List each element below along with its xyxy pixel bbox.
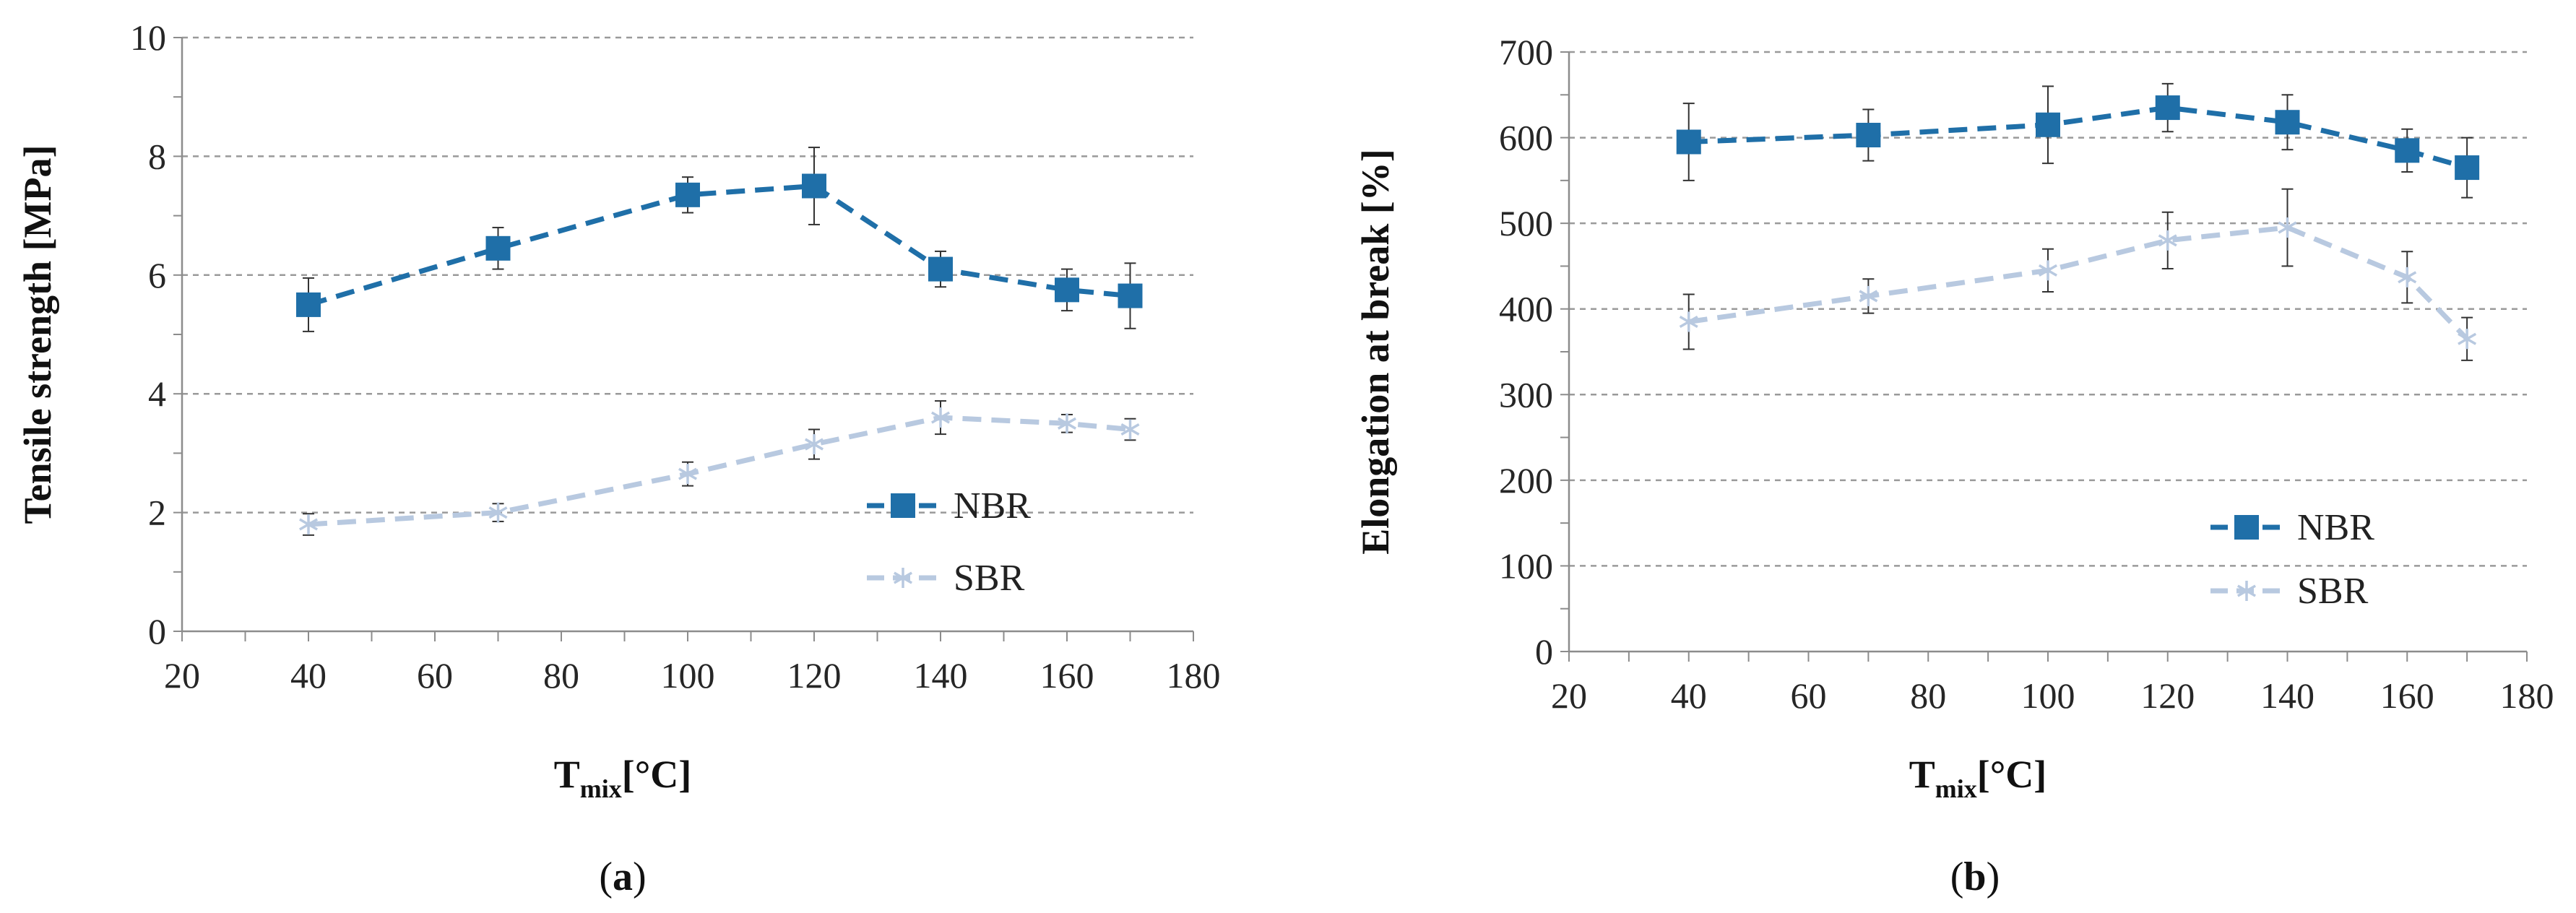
marker-square — [2234, 515, 2259, 540]
y-tick-label: 4 — [148, 373, 166, 414]
marker-square — [296, 292, 321, 317]
marker-asterisk-stroke — [2237, 584, 2256, 597]
marker-square — [485, 235, 511, 261]
marker-square — [2395, 138, 2420, 163]
marker-square — [891, 493, 915, 518]
marker-asterisk-stroke — [1679, 315, 1698, 329]
series-sbr — [299, 400, 1140, 536]
x-tick-label: 20 — [1551, 675, 1587, 716]
x-tick-label: 100 — [661, 655, 715, 696]
legend-label: NBR — [954, 485, 1031, 527]
series-line-sbr — [1688, 225, 2469, 341]
marker-square — [2455, 155, 2480, 181]
y-tick-label: 300 — [1499, 374, 1553, 415]
legend-label: SBR — [2297, 571, 2369, 612]
marker-asterisk-stroke — [1859, 290, 1878, 303]
marker-square — [1676, 129, 1701, 155]
marker-asterisk-stroke — [1058, 417, 1076, 430]
marker-square — [802, 173, 826, 199]
x-tick-label: 180 — [1167, 655, 1221, 696]
y-tick-label: 400 — [1499, 289, 1553, 329]
x-tick-label: 160 — [2380, 675, 2434, 716]
marker-asterisk-stroke — [2458, 332, 2477, 345]
x-tick-label: 140 — [914, 655, 968, 696]
x-tick-label: 80 — [1910, 675, 1946, 716]
x-tick-label: 20 — [164, 655, 200, 696]
legend-label: SBR — [954, 558, 1025, 599]
marker-asterisk-stroke — [805, 438, 824, 451]
series-nbr — [1676, 82, 2480, 199]
y-tick-label: 700 — [1499, 32, 1553, 72]
y-tick-label: 8 — [148, 136, 166, 176]
marker-asterisk-stroke — [1120, 423, 1140, 436]
y-tick-label: 600 — [1499, 118, 1553, 158]
y-tick-label: 200 — [1499, 460, 1553, 501]
series-sbr — [1679, 188, 2477, 361]
chart-a: 0 2 4 6 8 10 20 40 60 80 100 120 140 160 180 Tensile st… — [16, 17, 1221, 899]
panel-label: (b) — [1950, 854, 2000, 899]
marker-asterisk-stroke — [488, 506, 508, 519]
series-nbr — [296, 147, 1143, 332]
x-tick-label: 120 — [2140, 675, 2195, 716]
y-tick-label: 0 — [148, 611, 166, 652]
marker-square — [675, 182, 700, 207]
marker-asterisk-stroke — [931, 411, 950, 424]
y-tick-label: 10 — [130, 17, 166, 58]
y-tick-label: 0 — [1535, 631, 1553, 672]
marker-asterisk-stroke — [2158, 234, 2177, 247]
panel-label: (a) — [599, 854, 646, 899]
x-tick-label: 120 — [787, 655, 842, 696]
marker-asterisk-stroke — [2398, 271, 2417, 284]
x-axis-label: Tmix[°C] — [1909, 753, 2047, 803]
legend-item-sbr: SBR — [2210, 571, 2369, 612]
y-tick-label: 100 — [1499, 545, 1553, 586]
x-tick-label: 40 — [1671, 675, 1707, 716]
series-line-nbr — [308, 183, 1131, 308]
marker-square — [928, 256, 953, 282]
marker-asterisk-stroke — [2039, 264, 2057, 277]
y-tick-label: 6 — [148, 255, 166, 295]
x-tick-label: 100 — [2021, 675, 2075, 716]
marker-square — [1856, 123, 1881, 148]
y-axis-label: Tensile strength [MPa] — [16, 145, 59, 524]
y-tick-label: 500 — [1499, 203, 1553, 243]
marker-square — [1055, 277, 1079, 303]
chart-b: 0 100 200 300 400 500 600 700 20 40 60 80 100 120 140 1… — [1354, 32, 2554, 899]
marker-asterisk-stroke — [2278, 221, 2297, 234]
marker-asterisk-stroke — [894, 571, 912, 584]
legend-label: NBR — [2297, 507, 2374, 548]
legend-item-sbr: SBR — [867, 558, 1025, 599]
x-axis-label: Tmix[°C] — [554, 753, 692, 803]
marker-square — [2155, 95, 2180, 121]
marker-square — [2036, 112, 2060, 137]
marker-square — [1118, 283, 1143, 308]
x-tick-label: 60 — [417, 655, 453, 696]
series-line-nbr — [1688, 105, 2468, 170]
x-tick-label: 180 — [2500, 675, 2554, 716]
marker-asterisk-stroke — [678, 467, 697, 480]
x-tick-label: 80 — [543, 655, 579, 696]
x-tick-label: 160 — [1040, 655, 1094, 696]
legend-item-nbr: NBR — [2210, 507, 2374, 548]
y-tick-label: 2 — [148, 493, 166, 533]
y-axis-label: Elongation at break [%] — [1354, 149, 1397, 555]
x-tick-label: 60 — [1791, 675, 1827, 716]
marker-square — [2275, 110, 2300, 135]
legend-item-nbr: NBR — [867, 485, 1031, 527]
x-tick-label: 140 — [2260, 675, 2314, 716]
x-tick-label: 40 — [290, 655, 327, 696]
marker-asterisk-stroke — [299, 518, 318, 531]
